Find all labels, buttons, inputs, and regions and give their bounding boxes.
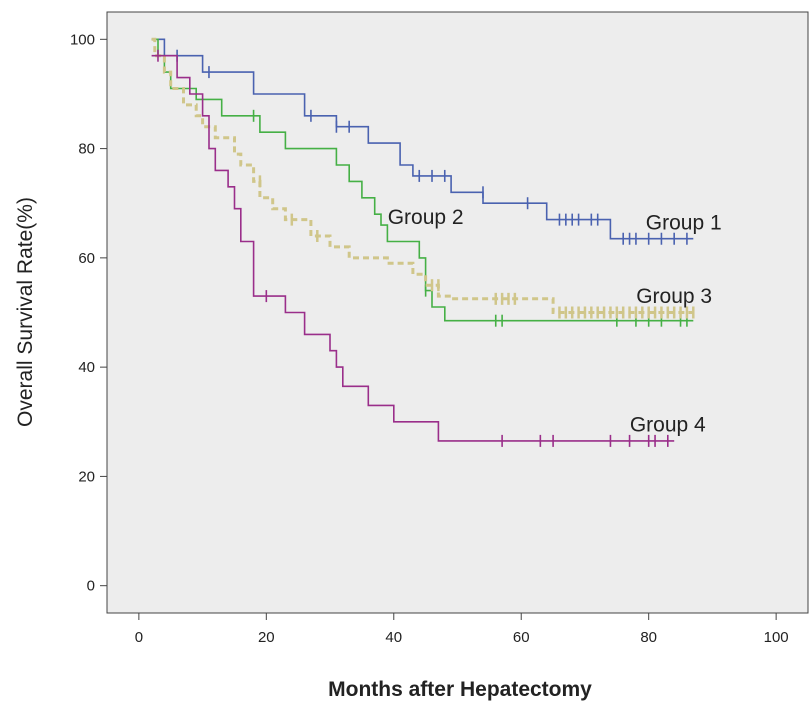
y-tick-label: 100 xyxy=(70,31,95,48)
survival-curve xyxy=(151,54,675,442)
group-label-g3: Group 3 xyxy=(636,285,712,308)
plot-area xyxy=(106,11,809,614)
x-tick-label: 60 xyxy=(513,629,530,646)
group-label-g2: Group 2 xyxy=(388,206,464,229)
y-tick-label: 60 xyxy=(78,250,95,267)
group-labels: Group 1 Group 2 Group 3 Group 4 xyxy=(388,206,722,437)
x-tick-label: 80 xyxy=(640,629,657,646)
x-tick-label: 100 xyxy=(764,629,789,646)
axes: 0 20 40 60 80 100 0 20 40 60 80 100 xyxy=(70,31,789,646)
x-tick-label: 20 xyxy=(258,629,275,646)
x-axis-title: Months after Hepatectomy xyxy=(328,678,592,701)
series-3 xyxy=(151,37,695,319)
survival-curve xyxy=(151,37,694,314)
y-tick-label: 80 xyxy=(78,141,95,158)
series-4 xyxy=(151,49,675,447)
y-axis-title: Overall Survival Rate(%) xyxy=(14,197,37,427)
group-label-g4: Group 4 xyxy=(630,414,706,437)
series-layer xyxy=(151,37,695,447)
y-tick-label: 40 xyxy=(78,359,95,376)
y-tick-label: 20 xyxy=(78,468,95,485)
survival-curve xyxy=(151,38,694,240)
x-tick-label: 0 xyxy=(135,629,143,646)
series-1 xyxy=(151,38,694,245)
group-label-g1: Group 1 xyxy=(646,211,722,234)
x-tick-label: 40 xyxy=(385,629,402,646)
y-tick-label: 0 xyxy=(87,578,95,595)
